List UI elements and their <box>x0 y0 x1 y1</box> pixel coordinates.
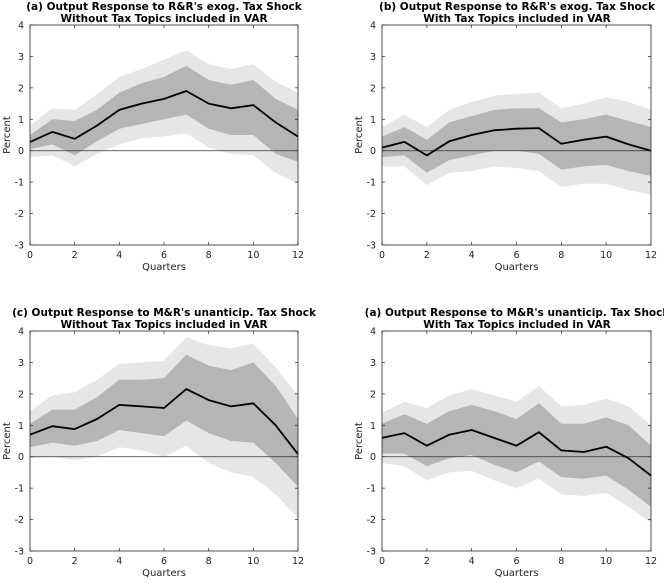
y-tick-label: -1 <box>15 484 24 495</box>
inner-confidence-band <box>382 403 651 507</box>
y-axis-label: Percent <box>2 422 13 460</box>
y-tick-label: 0 <box>370 146 376 157</box>
x-tick-label: 10 <box>247 556 259 567</box>
x-axis-label: Quarters <box>142 262 186 273</box>
x-tick-label: 8 <box>206 250 212 261</box>
x-tick-label: 10 <box>600 556 612 567</box>
x-tick-label: 6 <box>161 250 167 261</box>
x-tick-label: 6 <box>161 556 167 567</box>
x-tick-label: 12 <box>292 556 304 567</box>
y-tick-label: 4 <box>18 21 24 32</box>
x-tick-label: 0 <box>379 250 385 261</box>
inner-confidence-band <box>382 108 651 176</box>
y-tick-label: 2 <box>18 83 24 94</box>
panel-title-line-1: (c) Output Response to M&R's unanticip. … <box>12 307 317 319</box>
y-tick-label: 0 <box>18 452 24 463</box>
x-tick-label: 12 <box>645 556 657 567</box>
point-estimate-line <box>381 429 652 477</box>
x-tick-label: 0 <box>27 556 33 567</box>
y-tick-label: 3 <box>18 52 24 63</box>
y-tick-label: -2 <box>15 209 24 220</box>
panel-title-line-1: (a) Output Response to R&R's exog. Tax S… <box>26 1 303 13</box>
y-tick-label: -2 <box>15 515 24 526</box>
x-axis-label: Quarters <box>495 568 539 579</box>
x-tick-label: 10 <box>600 250 612 261</box>
inner-confidence-band <box>30 354 298 487</box>
y-tick-label: -3 <box>367 547 376 558</box>
x-axis-label: Quarters <box>142 568 186 579</box>
x-tick-label: 2 <box>424 556 430 567</box>
y-tick-label: 1 <box>370 421 376 432</box>
x-tick-label: 4 <box>469 250 475 261</box>
x-tick-label: 2 <box>72 250 78 261</box>
x-tick-label: 10 <box>247 250 259 261</box>
y-tick-label: 1 <box>370 115 376 126</box>
y-tick-label: -1 <box>15 178 24 189</box>
point-estimate-line <box>29 90 299 143</box>
inner-confidence-band <box>30 65 298 162</box>
y-tick-label: 2 <box>370 389 376 400</box>
y-tick-label: 2 <box>18 389 24 400</box>
x-tick-label: 4 <box>116 250 122 261</box>
panel-title-line-2: Without Tax Topics included in VAR <box>60 319 267 331</box>
y-tick-label: -1 <box>367 484 376 495</box>
x-tick-label: 6 <box>513 250 519 261</box>
x-tick-label: 12 <box>645 250 657 261</box>
x-tick-label: 8 <box>558 250 564 261</box>
y-tick-label: 1 <box>18 115 24 126</box>
y-tick-label: 4 <box>370 21 376 32</box>
x-tick-label: 2 <box>72 556 78 567</box>
y-axis-label: Percent <box>354 422 365 460</box>
point-estimate-line <box>29 388 299 455</box>
y-tick-label: 3 <box>370 52 376 63</box>
x-tick-label: 8 <box>558 556 564 567</box>
y-tick-label: -1 <box>367 178 376 189</box>
panel-title-line-2: With Tax Topics included in VAR <box>423 319 610 331</box>
panel-title-line-1: (a) Output Response to M&R's unanticip. … <box>365 307 664 319</box>
y-tick-label: 3 <box>18 358 24 369</box>
x-tick-label: 2 <box>424 250 430 261</box>
x-tick-label: 12 <box>292 250 304 261</box>
y-tick-label: 0 <box>370 452 376 463</box>
y-tick-label: -3 <box>15 547 24 558</box>
y-tick-label: 1 <box>18 421 24 432</box>
x-tick-label: 8 <box>206 556 212 567</box>
y-tick-label: -3 <box>367 241 376 252</box>
x-axis-label: Quarters <box>495 262 539 273</box>
panel-title-line-2: With Tax Topics included in VAR <box>423 13 610 25</box>
y-tick-label: 0 <box>18 146 24 157</box>
x-tick-label: 6 <box>513 556 519 567</box>
y-tick-label: 2 <box>370 83 376 94</box>
y-tick-label: -3 <box>15 241 24 252</box>
y-axis-label: Percent <box>2 116 13 154</box>
y-tick-label: 3 <box>370 358 376 369</box>
panel-title-line-1: (b) Output Response to R&R's exog. Tax S… <box>379 1 656 13</box>
y-tick-label: 4 <box>370 327 376 338</box>
x-tick-label: 4 <box>116 556 122 567</box>
y-axis-label: Percent <box>354 116 365 154</box>
panel-title-line-2: Without Tax Topics included in VAR <box>60 13 267 25</box>
x-tick-label: 0 <box>27 250 33 261</box>
point-estimate-line <box>381 127 652 157</box>
x-tick-label: 0 <box>379 556 385 567</box>
y-tick-label: -2 <box>367 209 376 220</box>
x-tick-label: 4 <box>469 556 475 567</box>
y-tick-label: 4 <box>18 327 24 338</box>
y-tick-label: -2 <box>367 515 376 526</box>
